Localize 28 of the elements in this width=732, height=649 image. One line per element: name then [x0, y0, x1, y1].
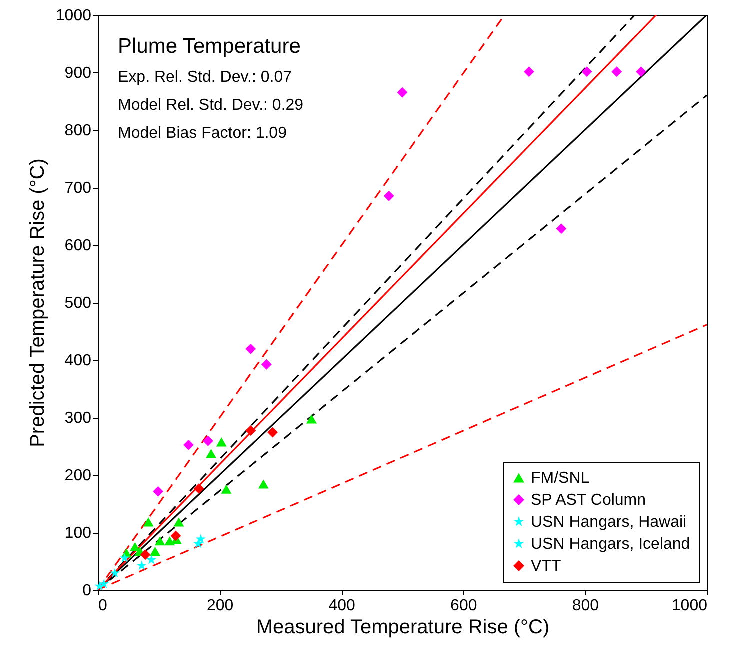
y-tick-label: 300 [64, 410, 92, 427]
x-axis-title: Measured Temperature Rise (°C) [256, 616, 550, 638]
y-tick-label: 100 [64, 525, 92, 542]
x-tick-label: 200 [206, 598, 234, 614]
y-tick-label: 1000 [56, 8, 92, 24]
y-tick-label: 600 [64, 238, 92, 254]
x-tick-label: 800 [572, 598, 600, 614]
annotation: Exp. Rel. Std. Dev.: 0.07 [118, 69, 292, 86]
legend-label: USN Hangars, Iceland [531, 536, 690, 553]
y-tick-label: 0 [82, 582, 92, 600]
x-tick-label: 400 [328, 598, 356, 614]
legend-label: USN Hangars, Hawaii [531, 514, 687, 531]
annotation: Model Rel. Std. Dev.: 0.29 [118, 97, 304, 114]
x-tick-label: 600 [450, 598, 478, 614]
y-axis-title: Predicted Temperature Rise (°C) [26, 158, 49, 448]
y-tick-label: 900 [64, 65, 92, 82]
x-tick-label: 1000 [672, 598, 708, 614]
y-tick-label: 700 [64, 180, 92, 197]
y-tick-label: 400 [64, 352, 92, 370]
y-tick-label: 800 [64, 122, 92, 140]
x-tick-label: 0 [98, 598, 108, 614]
legend-label: SP AST Column [531, 492, 646, 509]
legend-label: VTT [531, 558, 562, 575]
text: Plume Temperature [118, 35, 301, 58]
y-tick-label: 500 [64, 295, 92, 312]
y-tick-label: 200 [64, 468, 92, 484]
annotation: Model Bias Factor: 1.09 [118, 125, 288, 142]
legend-label: FM/SNL [531, 470, 590, 487]
